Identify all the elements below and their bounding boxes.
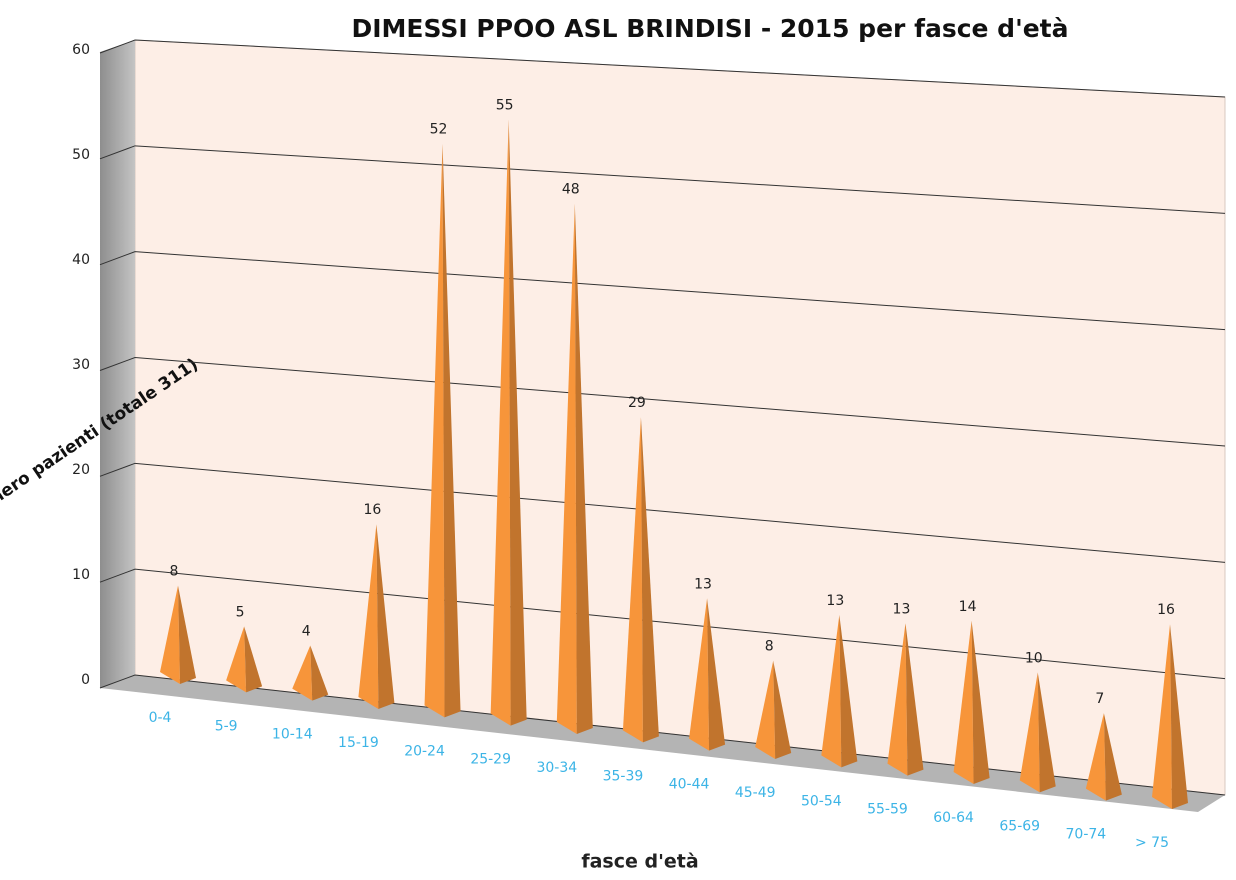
pyramid-left-face (1085, 713, 1106, 801)
value-label: 48 (562, 182, 580, 198)
x-axis-title: fasce d'età (581, 851, 698, 873)
pyramid (622, 417, 659, 743)
pyramid-left-face (953, 620, 974, 784)
x-tick-label: 70-74 (1066, 827, 1107, 843)
pyramid-left-face (226, 626, 247, 693)
grid-line (99, 356, 1226, 447)
pyramid-right-face (508, 119, 527, 726)
grid-line (99, 145, 1226, 214)
pyramid (1152, 624, 1188, 809)
pyramid (292, 645, 329, 701)
pyramid (556, 203, 593, 735)
value-label: 55 (496, 98, 514, 114)
pyramid-left-face (292, 645, 313, 701)
value-label: 16 (363, 502, 381, 518)
pyramid-right-face (905, 623, 924, 776)
x-tick-label: 40-44 (669, 777, 710, 793)
x-tick-label: 45-49 (735, 785, 776, 801)
x-tick-label: 50-54 (801, 793, 842, 809)
pyramid-left-face (1152, 624, 1172, 809)
y-tick-label: 10 (72, 567, 90, 583)
pyramid-left-face (358, 524, 379, 709)
x-tick-label: 30-34 (536, 760, 577, 776)
pyramid-left-face (755, 660, 776, 759)
x-tick-label: 10-14 (272, 727, 313, 743)
y-tick-label: 60 (72, 42, 90, 58)
pyramid-right-face (1037, 672, 1056, 793)
pyramid (1085, 713, 1122, 801)
y-tick-label: 30 (72, 357, 90, 373)
pyramid (1019, 672, 1056, 793)
x-tick-label: 5-9 (215, 718, 238, 734)
pyramid-left-face (622, 417, 643, 743)
value-label: 7 (1095, 691, 1104, 707)
value-label: 13 (893, 601, 911, 617)
pyramid-right-face (574, 203, 593, 735)
pyramid (424, 143, 461, 718)
pyramid-left-face (490, 119, 511, 726)
x-tick-label: 55-59 (867, 802, 908, 818)
pyramid-right-face (640, 417, 659, 743)
value-label: 13 (826, 593, 844, 609)
grid-line (99, 462, 1226, 563)
value-label: 10 (1025, 650, 1043, 666)
pyramid (358, 524, 395, 709)
x-tick-label: 20-24 (404, 743, 445, 759)
pyramid-right-face (971, 620, 990, 784)
value-label: 52 (430, 122, 448, 138)
x-tick-label: > 75 (1135, 835, 1169, 851)
grid-line (99, 251, 1226, 331)
value-label: 8 (170, 564, 179, 580)
pyramid-right-face (244, 626, 263, 693)
pyramid-right-face (1170, 624, 1188, 809)
chart-title: DIMESSI PPOO ASL BRINDISI - 2015 per fas… (351, 14, 1068, 43)
pyramid-right-face (442, 143, 461, 718)
pyramid-right-face (310, 645, 329, 701)
floor (100, 675, 1225, 812)
x-tick-label: 65-69 (999, 818, 1040, 834)
pyramid-left-face (1019, 672, 1040, 793)
x-tick-label: 25-29 (470, 752, 511, 768)
value-label: 16 (1157, 602, 1175, 618)
pyramid-left-face (556, 203, 577, 735)
value-label: 13 (694, 576, 712, 592)
pyramid-right-face (839, 614, 858, 768)
x-tick-label: 0-4 (149, 710, 172, 726)
pyramid-right-face (376, 524, 395, 709)
value-label: 4 (302, 623, 311, 639)
value-label: 29 (628, 395, 646, 411)
value-label: 5 (236, 604, 245, 620)
pyramid (160, 585, 196, 684)
pyramid (953, 620, 990, 784)
pyramid-left-face (160, 585, 180, 684)
pyramid-right-face (707, 598, 726, 751)
pyramid-left-face (887, 623, 908, 776)
pyramid (821, 614, 858, 768)
pyramid (887, 623, 924, 776)
x-tick-label: 15-19 (338, 735, 379, 751)
y-tick-label: 50 (72, 147, 90, 163)
pyramid (755, 660, 792, 759)
pyramid (689, 598, 726, 751)
pyramid-right-face (773, 660, 792, 759)
y-tick-label: 20 (72, 462, 90, 478)
pyramid (490, 119, 527, 726)
y-tick-label: 0 (81, 672, 90, 688)
x-tick-label: 60-64 (933, 810, 974, 826)
grid-line (99, 674, 1226, 796)
pyramid-right-face (1103, 713, 1122, 801)
y-tick-label: 40 (72, 252, 90, 268)
value-label: 14 (959, 599, 977, 615)
pyramid-left-face (689, 598, 710, 751)
pyramid-left-face (821, 614, 842, 768)
grid-line (99, 39, 1226, 98)
pyramid (226, 626, 263, 693)
x-tick-label: 35-39 (603, 768, 644, 784)
pyramid-left-face (424, 143, 445, 718)
grid-line (99, 568, 1226, 680)
pyramid-right-face (178, 585, 196, 684)
value-label: 8 (765, 639, 774, 655)
